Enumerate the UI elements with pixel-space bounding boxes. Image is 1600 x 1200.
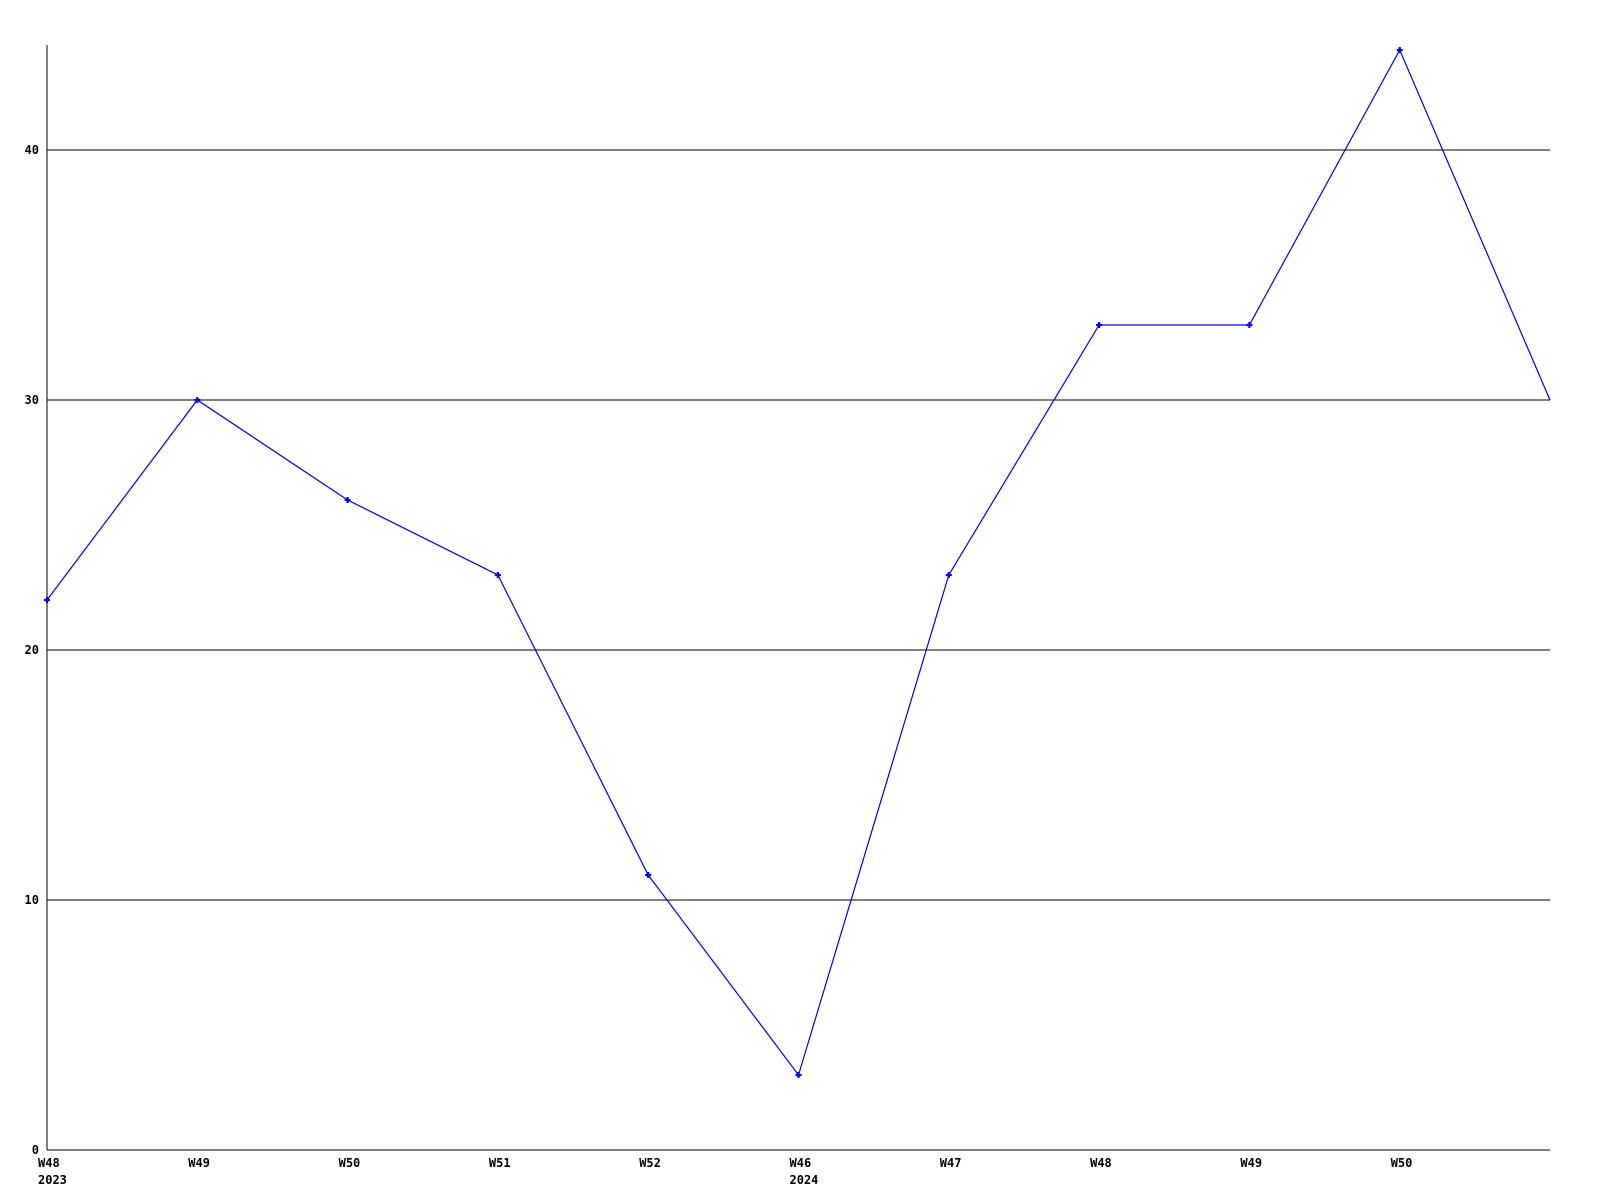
x-tick-label-5: W46: [790, 1156, 812, 1170]
data-line: [46, 48, 1551, 1077]
year-label-2023: 2023: [38, 1173, 67, 1187]
data-point-marker-8: [1246, 322, 1253, 328]
y-tick-label-10: 10: [25, 893, 39, 907]
x-tick-label-4: W52: [639, 1156, 661, 1170]
y-tick-label-0: 0: [32, 1143, 39, 1157]
x-tick-label-2: W50: [339, 1156, 361, 1170]
data-point-marker-2: [344, 497, 351, 503]
x-tick-label-1: W49: [188, 1156, 210, 1170]
x-tick-label-0: W48: [38, 1156, 60, 1170]
y-tick-label-20: 20: [25, 643, 39, 657]
data-point-marker-4: [645, 872, 652, 878]
y-tick-label-30: 30: [25, 393, 39, 407]
data-point-marker-9: [1396, 47, 1403, 53]
x-tick-label-8: W49: [1240, 1156, 1262, 1170]
x-tick-label-3: W51: [489, 1156, 511, 1170]
data-point-marker-5: [795, 1072, 802, 1078]
x-tick-label-7: W48: [1090, 1156, 1112, 1170]
data-point-marker-1: [194, 397, 201, 403]
data-point-marker-3: [494, 572, 501, 578]
year-label-2024: 2024: [790, 1173, 819, 1187]
data-point-marker-0: [44, 597, 50, 603]
y-tick-label-40: 40: [25, 143, 39, 157]
data-point-marker-7: [1096, 322, 1103, 328]
data-point-marker-6: [945, 572, 952, 578]
x-tick-label-6: W47: [940, 1156, 962, 1170]
x-tick-label-9: W50: [1391, 1156, 1413, 1170]
